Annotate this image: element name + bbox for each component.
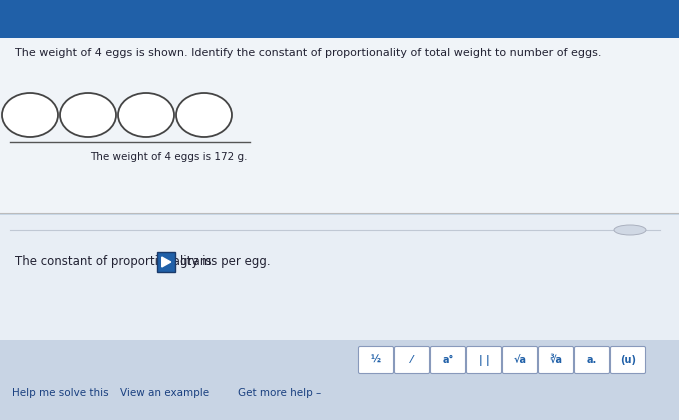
- Ellipse shape: [2, 93, 58, 137]
- Ellipse shape: [118, 93, 174, 137]
- FancyBboxPatch shape: [394, 346, 430, 373]
- FancyBboxPatch shape: [0, 340, 679, 420]
- FancyBboxPatch shape: [0, 0, 679, 38]
- FancyBboxPatch shape: [502, 346, 538, 373]
- Text: Get more help –: Get more help –: [238, 388, 321, 398]
- Text: The weight of 4 eggs is shown. Identify the constant of proportionality of total: The weight of 4 eggs is shown. Identify …: [15, 48, 602, 58]
- FancyBboxPatch shape: [538, 346, 574, 373]
- Text: a.: a.: [587, 355, 597, 365]
- FancyBboxPatch shape: [574, 346, 610, 373]
- Polygon shape: [162, 257, 170, 267]
- FancyBboxPatch shape: [157, 252, 175, 272]
- FancyBboxPatch shape: [466, 346, 502, 373]
- FancyBboxPatch shape: [0, 38, 679, 213]
- FancyBboxPatch shape: [0, 215, 679, 340]
- Text: ⁄: ⁄: [411, 355, 413, 365]
- Ellipse shape: [60, 93, 116, 137]
- FancyBboxPatch shape: [430, 346, 466, 373]
- Text: grams per egg.: grams per egg.: [180, 255, 270, 268]
- Text: (u): (u): [620, 355, 636, 365]
- Ellipse shape: [176, 93, 232, 137]
- Text: | |: | |: [479, 354, 490, 365]
- Text: ∛a: ∛a: [549, 355, 562, 365]
- Text: ½: ½: [371, 355, 381, 365]
- Text: View an example: View an example: [120, 388, 209, 398]
- Text: a°: a°: [442, 355, 454, 365]
- Text: √a: √a: [513, 355, 526, 365]
- FancyBboxPatch shape: [610, 346, 646, 373]
- Text: The weight of 4 eggs is 172 g.: The weight of 4 eggs is 172 g.: [90, 152, 248, 162]
- Text: Help me solve this: Help me solve this: [12, 388, 109, 398]
- FancyBboxPatch shape: [359, 346, 394, 373]
- Ellipse shape: [614, 225, 646, 235]
- Text: The constant of proportionality is: The constant of proportionality is: [15, 255, 212, 268]
